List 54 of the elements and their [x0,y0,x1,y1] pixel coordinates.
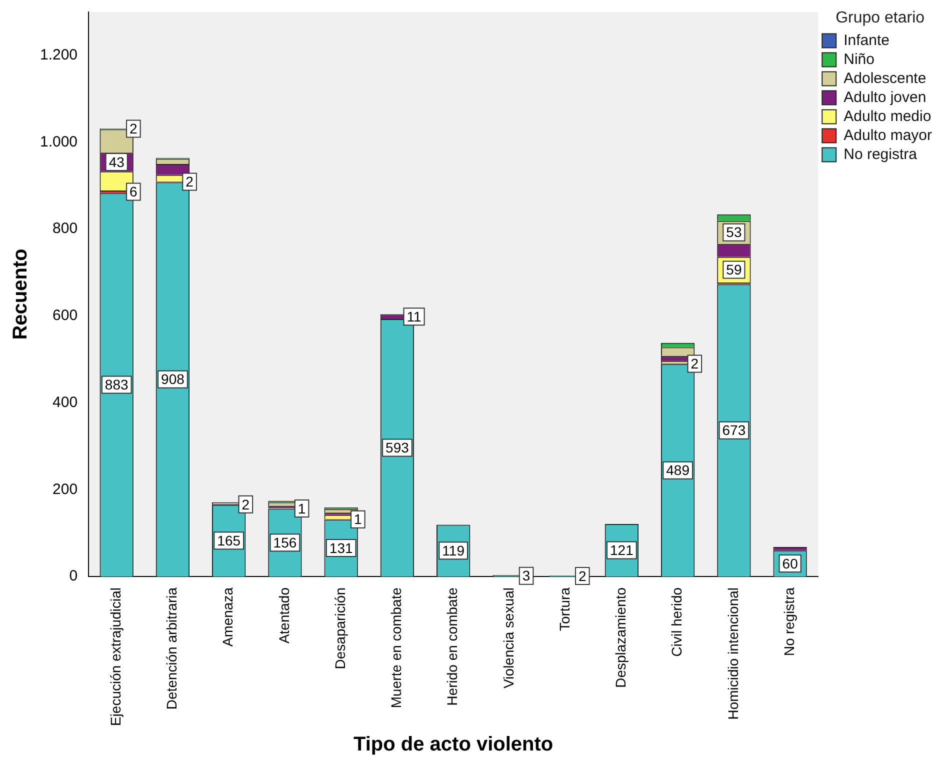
data-label: 53 [726,224,742,240]
x-tick-label: Amenaza [220,587,236,647]
legend-label: Adulto medio [844,108,932,125]
legend-label: Niño [844,50,874,68]
data-label: 131 [329,540,353,556]
y-axis-title: Recuento [10,248,32,340]
x-tick-label: Violencia sexual [500,587,516,688]
x-tick-label: Tortura [556,587,572,632]
data-label: 883 [104,376,128,393]
legend-label: Adolescente [844,70,926,87]
data-label: 2 [186,174,194,190]
y-tick-label: 200 [52,480,78,498]
y-tick-label: 800 [52,220,78,238]
x-tick-label: Detención arbitraria [164,587,180,710]
data-label: 59 [726,262,742,278]
data-label: 60 [782,555,798,572]
data-label: 2 [690,356,699,372]
y-tick-label: 1.000 [40,133,78,150]
x-tick-label: Desplazamiento [612,587,629,688]
x-tick-label: No registra [780,587,797,656]
data-label: 165 [217,532,241,549]
data-label: 119 [442,542,465,559]
y-tick-label: 400 [52,394,78,411]
legend-label: No registra [844,146,918,163]
data-label: 11 [406,308,422,324]
data-label: 43 [108,154,125,170]
data-label: 2 [130,120,138,137]
x-tick-label: Homicidio intencional [724,587,741,720]
y-tick-label: 1.200 [40,46,78,64]
x-tick-label: Muerte en combate [388,587,404,708]
legend-label: Adulto joven [844,88,926,106]
legend-label: Infante [844,32,890,49]
y-tick-label: 0 [69,568,78,585]
x-tick-label: Civil herido [668,587,685,657]
data-label: 6 [130,184,138,200]
data-label: 3 [522,568,530,584]
data-label: 1 [298,500,306,516]
x-tick-label: Herido en combate [444,587,460,706]
x-tick-label: Atentado [276,587,292,644]
x-tick-label: Desaparición [332,587,348,670]
x-axis-title: Tipo de acto violento [354,734,554,756]
data-label: 156 [273,534,297,550]
legend-label: Adulto mayor [844,126,932,144]
data-label: 593 [386,440,410,456]
data-label: 2 [578,568,587,584]
data-label: 673 [722,422,746,438]
y-tick-label: 600 [52,307,78,324]
data-label: 121 [610,542,634,558]
x-tick-label: Ejecución extrajudicial [107,587,124,726]
legend-title: Grupo etario [836,9,925,26]
data-label: 908 [161,371,185,388]
data-label: 1 [354,511,362,528]
data-label: 2 [242,496,250,512]
data-label: 489 [666,462,690,478]
